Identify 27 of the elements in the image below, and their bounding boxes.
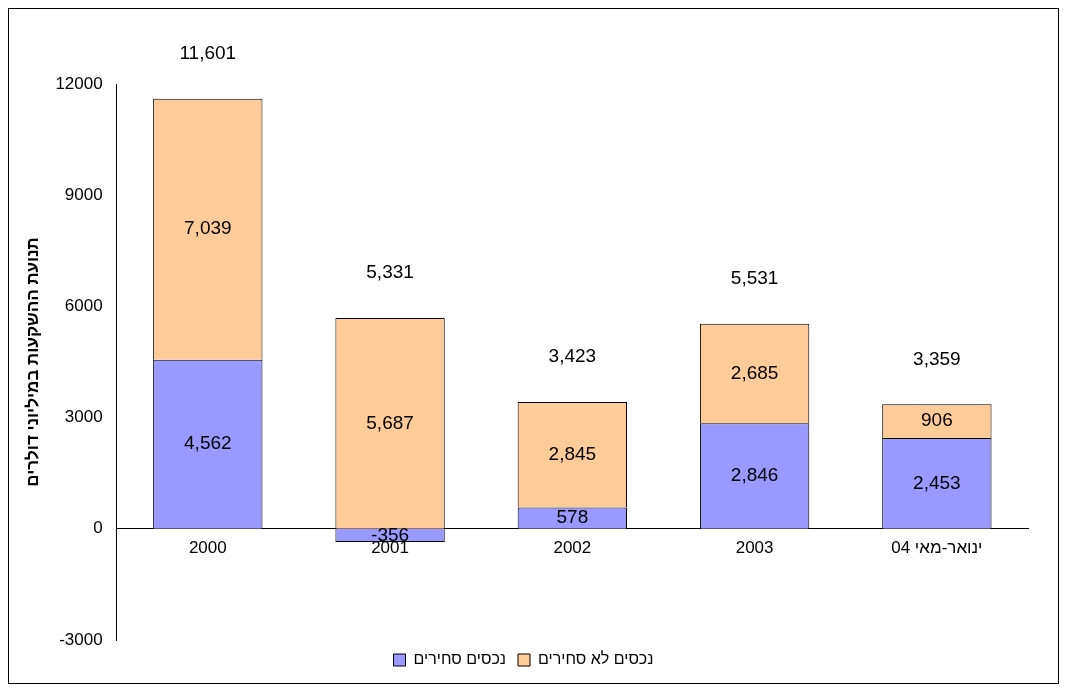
y-axis-title: תנועת ההשקעות במיליוני דולרים	[22, 237, 42, 487]
total-label: 3,359	[913, 347, 961, 369]
total-label: 5,331	[366, 261, 414, 283]
data-label: 2,845	[548, 442, 597, 464]
x-tick-label: 2000	[188, 537, 227, 557]
x-tick-label: 2003	[735, 537, 774, 557]
data-label: 2,453	[913, 471, 961, 493]
legend-label: נכסים סחירים	[413, 650, 507, 668]
x-tick-label: ינואר-מאי 04	[891, 537, 983, 557]
total-label: 3,423	[548, 345, 597, 367]
y-tick-label: 12000	[55, 73, 103, 93]
data-label: 906	[921, 409, 953, 431]
legend-label: נכסים לא סחירים	[538, 650, 654, 668]
data-label: 578	[556, 506, 589, 528]
y-tick-label: 6000	[64, 296, 103, 316]
data-label: 2,685	[730, 361, 779, 383]
data-label: 4,562	[184, 432, 232, 454]
total-label: 5,531	[730, 267, 779, 289]
x-tick-label: 2002	[553, 537, 592, 557]
total-label: 11,601	[179, 42, 237, 64]
data-label: 5,687	[366, 411, 414, 433]
y-tick-label: 3000	[64, 407, 103, 427]
data-label: 2,846	[730, 464, 779, 486]
y-tick-label: 9000	[64, 184, 103, 204]
y-tick-label: -3000	[59, 629, 103, 649]
y-tick-label: 0	[93, 518, 103, 538]
data-label: 7,039	[184, 217, 232, 239]
